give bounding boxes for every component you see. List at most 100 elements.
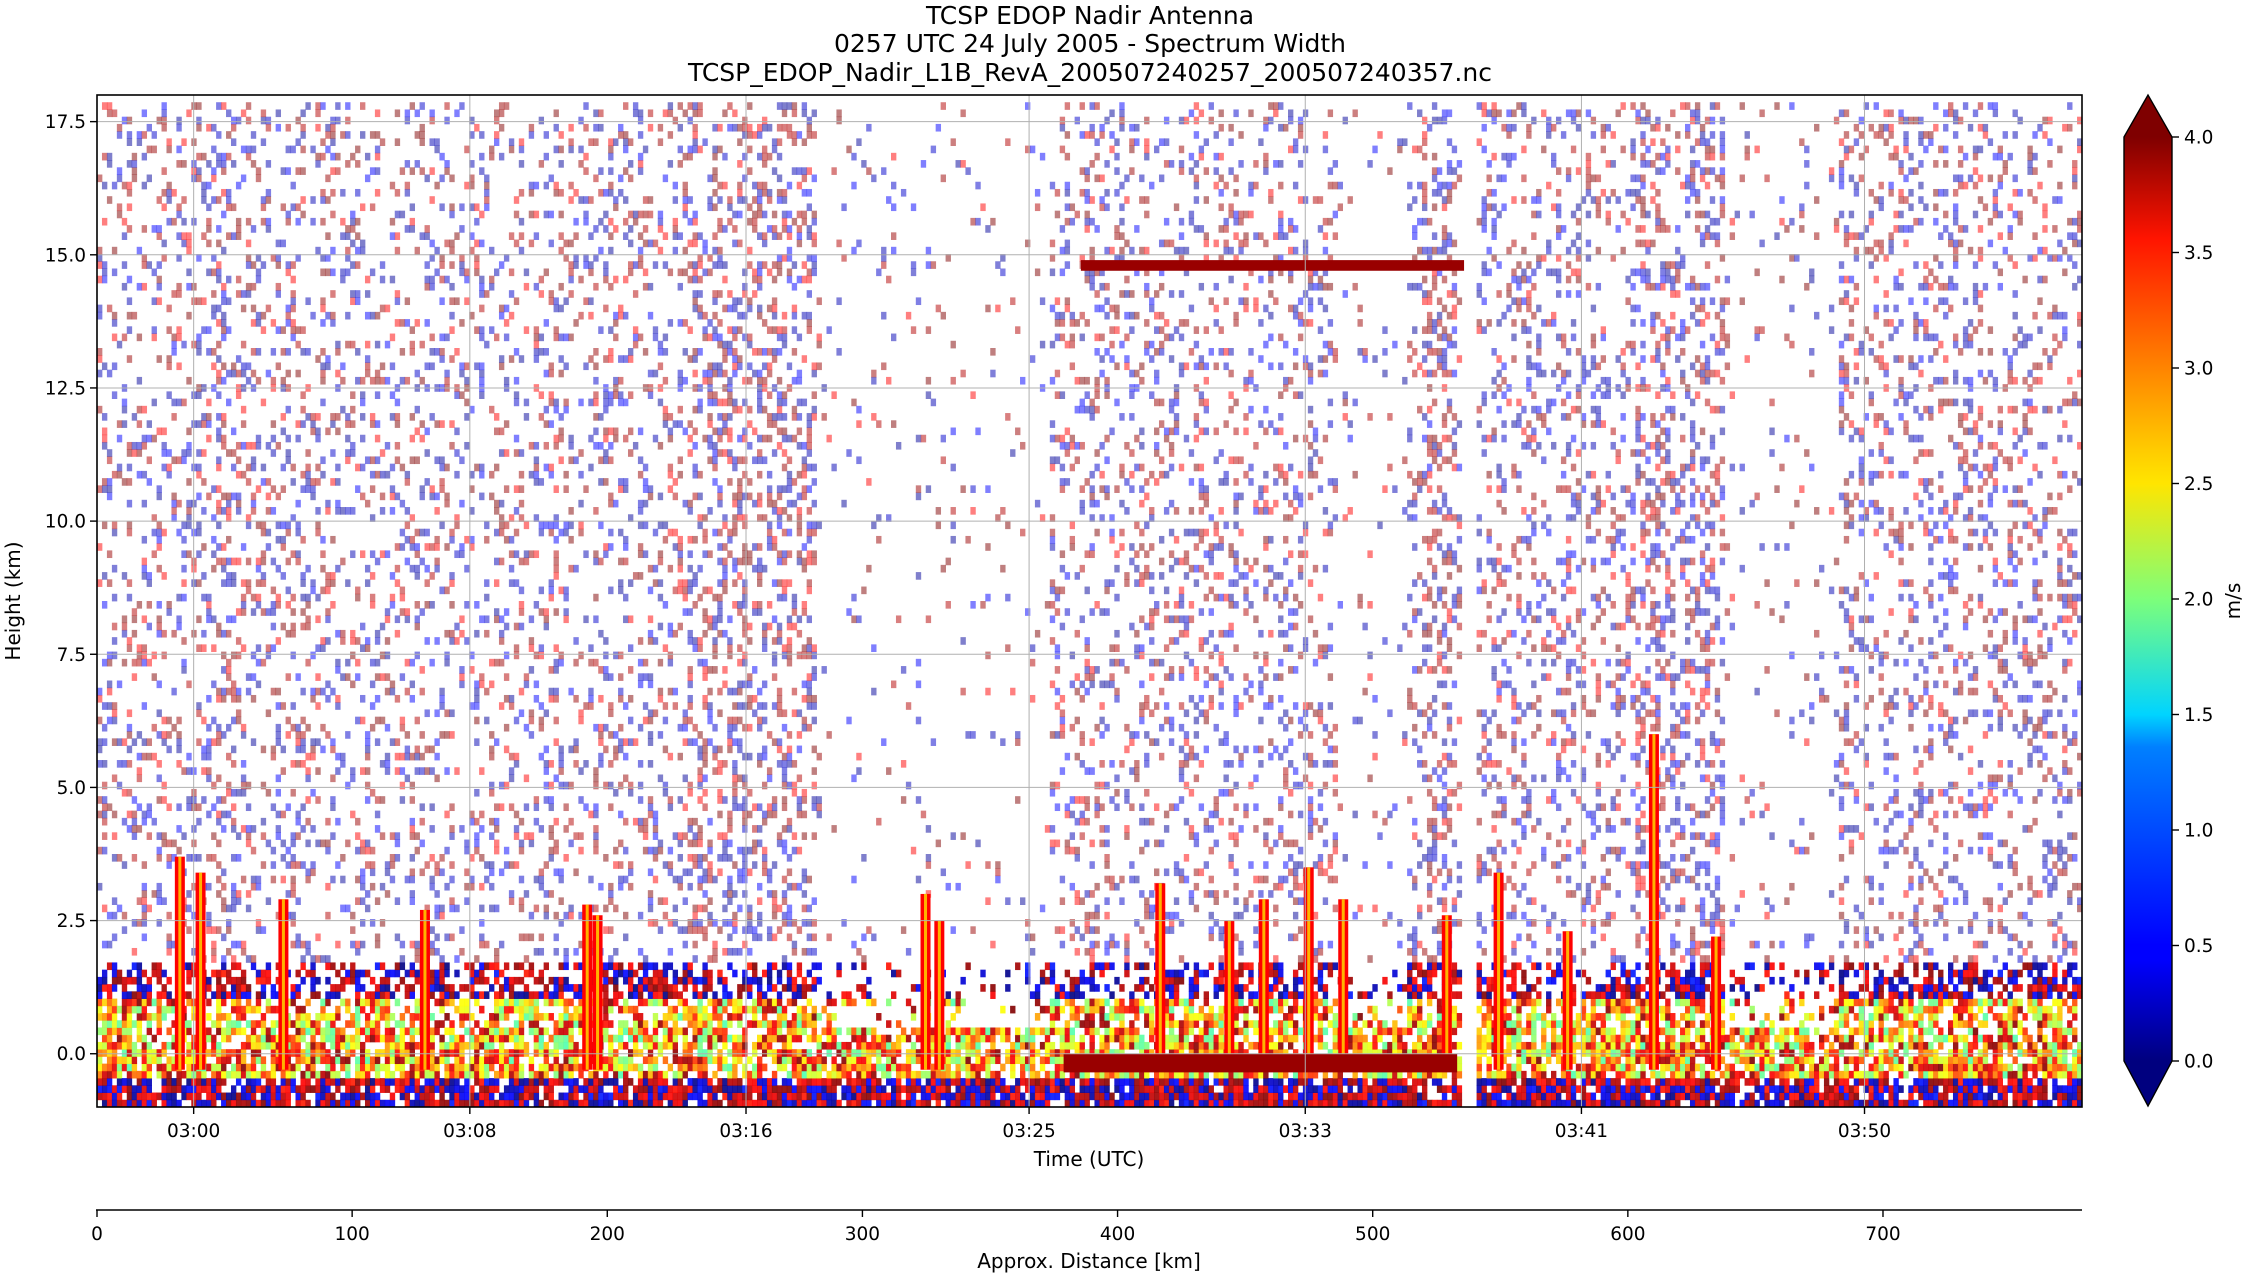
echo-cell — [603, 398, 609, 407]
echo-cell — [662, 232, 669, 240]
echo-cell — [518, 514, 525, 522]
echo-cell — [196, 817, 202, 826]
echo-cell — [310, 861, 316, 869]
echo-cell — [315, 976, 321, 985]
echo-cell — [181, 398, 187, 407]
echo-cell — [131, 1070, 138, 1079]
echo-cell — [498, 629, 505, 638]
echo-cell — [126, 1099, 133, 1107]
echo-cell — [618, 1070, 624, 1079]
echo-cell — [360, 919, 366, 927]
echo-cell — [211, 1049, 217, 1057]
echo-cell — [280, 1085, 286, 1093]
echo-cell — [558, 145, 564, 154]
echo-cell — [434, 904, 440, 913]
echo-cell — [642, 210, 649, 219]
echo-cell — [697, 839, 703, 848]
echo-cell — [305, 463, 311, 472]
echo-cell — [295, 1027, 301, 1036]
echo-cell — [136, 131, 143, 139]
echo-cell — [290, 651, 296, 660]
echo-cell — [221, 897, 227, 905]
echo-cell — [548, 174, 554, 183]
echo-cell — [275, 1085, 282, 1093]
echo-cell — [598, 1085, 604, 1093]
echo-cell — [176, 1099, 182, 1107]
echo-cell — [484, 196, 490, 204]
echo-cell — [613, 376, 619, 385]
echo-cell — [111, 622, 118, 631]
echo-cell — [652, 1078, 659, 1086]
echo-cell — [563, 1013, 569, 1021]
echo-cell — [181, 521, 187, 530]
echo-cell — [657, 217, 664, 226]
echo-cell — [360, 644, 366, 652]
echo-cell — [667, 102, 674, 110]
echo-cell — [553, 716, 559, 725]
echo-cell — [250, 875, 257, 884]
echo-cell — [280, 839, 286, 848]
echo-cell — [221, 319, 227, 327]
echo-cell — [379, 760, 386, 768]
echo-cell — [603, 261, 609, 269]
echo-cell — [116, 167, 123, 175]
echo-cell — [692, 991, 698, 999]
echo-cell — [558, 160, 564, 168]
echo-cell — [419, 138, 425, 146]
echo-cell — [131, 919, 138, 927]
echo-cell — [255, 969, 262, 978]
echo-cell — [642, 658, 649, 667]
echo-cell — [226, 947, 232, 956]
echo-cell — [563, 1063, 569, 1072]
echo-cell — [290, 297, 296, 306]
echo-cell — [434, 709, 440, 718]
echo-cell — [106, 304, 113, 313]
echo-cell — [270, 1020, 277, 1028]
echo-cell — [260, 1020, 267, 1028]
echo-cell — [335, 658, 341, 667]
echo-cell — [216, 991, 222, 999]
echo-cell — [677, 564, 683, 573]
echo-cell — [295, 832, 301, 840]
echo-cell — [399, 167, 406, 175]
echo-cell — [156, 232, 162, 240]
echo-cell — [618, 478, 624, 486]
echo-cell — [335, 427, 341, 436]
echo-cell — [608, 890, 614, 898]
echo-cell — [449, 1070, 455, 1079]
echo-cell — [409, 969, 415, 978]
echo-cell — [563, 1070, 569, 1079]
echo-cell — [682, 1027, 688, 1036]
echo-cell — [642, 521, 649, 530]
echo-cell — [186, 1092, 192, 1101]
echo-cell — [533, 1020, 540, 1028]
echo-cell — [250, 1034, 257, 1043]
echo-cell — [508, 579, 515, 587]
echo-cell — [687, 854, 693, 862]
echo-cell — [399, 319, 406, 327]
echo-cell — [657, 1020, 664, 1028]
echo-cell — [235, 181, 242, 190]
echo-cell — [260, 976, 267, 985]
echo-cell — [136, 998, 143, 1007]
echo-cell — [548, 832, 554, 840]
echo-cell — [652, 434, 659, 443]
echo-cell — [637, 1085, 644, 1093]
echo-cell — [285, 449, 291, 457]
echo-cell — [672, 976, 679, 985]
echo-cell — [315, 1099, 321, 1107]
echo-cell — [330, 832, 336, 840]
echo-cell — [300, 326, 306, 334]
echo-cell — [662, 174, 669, 183]
echo-cell — [305, 1063, 311, 1072]
echo-cell — [573, 1092, 579, 1101]
echo-cell — [429, 658, 435, 667]
echo-cell — [623, 1063, 629, 1072]
echo-cell — [687, 196, 693, 204]
echo-cell — [548, 825, 554, 833]
echo-cell — [434, 492, 440, 501]
echo-cell — [409, 203, 415, 212]
echo-cell — [216, 152, 222, 161]
echo-cell — [369, 658, 376, 667]
echo-cell — [489, 1027, 495, 1036]
